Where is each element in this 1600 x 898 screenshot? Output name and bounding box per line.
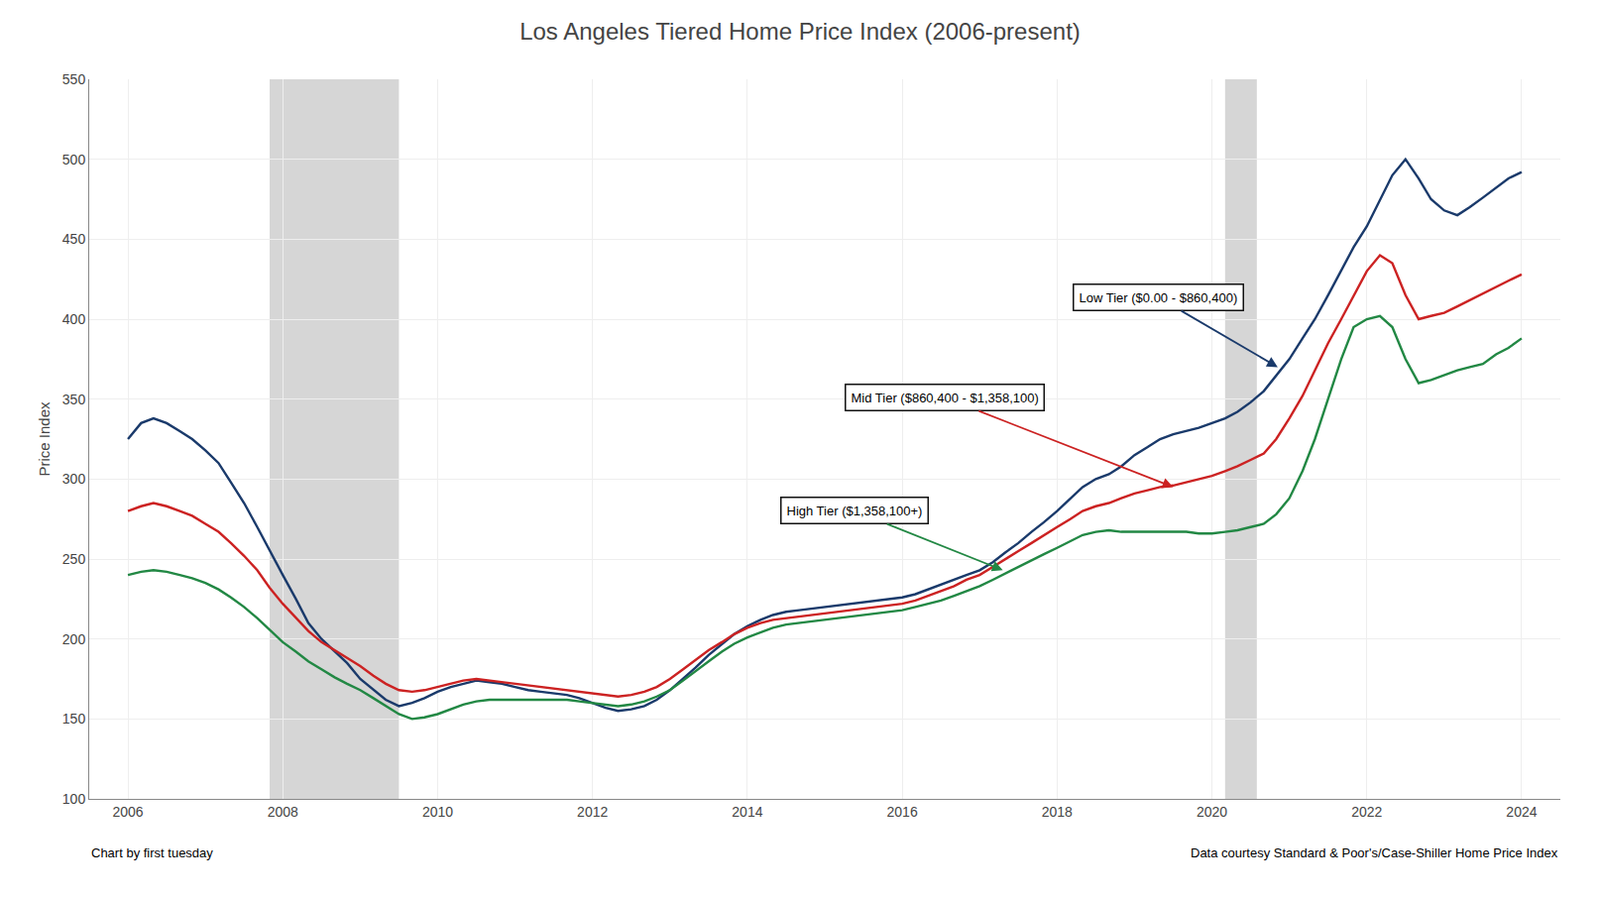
svg-text:100: 100 bbox=[62, 791, 87, 807]
svg-text:Chart by first tuesday: Chart by first tuesday bbox=[91, 845, 214, 861]
svg-text:Low Tier ($0.00 - $860,400): Low Tier ($0.00 - $860,400) bbox=[1079, 290, 1239, 306]
svg-text:High Tier ($1,358,100+): High Tier ($1,358,100+) bbox=[787, 503, 923, 519]
svg-text:450: 450 bbox=[62, 230, 87, 247]
svg-text:250: 250 bbox=[62, 551, 87, 568]
svg-text:Price Index: Price Index bbox=[35, 401, 53, 477]
svg-text:400: 400 bbox=[62, 311, 87, 328]
svg-text:2006: 2006 bbox=[112, 803, 143, 820]
svg-text:2024: 2024 bbox=[1505, 803, 1537, 820]
svg-text:Mid Tier ($860,400 - $1,358,10: Mid Tier ($860,400 - $1,358,100) bbox=[851, 390, 1039, 406]
svg-text:Data courtesy Standard & Poor': Data courtesy Standard & Poor's/Case-Shi… bbox=[1190, 845, 1559, 861]
svg-text:2016: 2016 bbox=[887, 803, 918, 820]
svg-text:300: 300 bbox=[62, 470, 87, 487]
svg-text:500: 500 bbox=[62, 151, 87, 168]
svg-text:2022: 2022 bbox=[1351, 803, 1382, 820]
svg-text:2014: 2014 bbox=[731, 803, 763, 820]
svg-text:350: 350 bbox=[62, 391, 87, 408]
svg-text:550: 550 bbox=[62, 71, 87, 88]
svg-text:2010: 2010 bbox=[422, 803, 454, 820]
svg-text:150: 150 bbox=[62, 710, 87, 727]
svg-text:2018: 2018 bbox=[1041, 803, 1073, 820]
svg-text:2012: 2012 bbox=[576, 803, 608, 820]
svg-text:2008: 2008 bbox=[267, 803, 299, 820]
svg-text:2020: 2020 bbox=[1196, 803, 1228, 820]
svg-text:Los Angeles Tiered Home Price: Los Angeles Tiered Home Price Index (200… bbox=[519, 17, 1081, 45]
svg-text:200: 200 bbox=[62, 631, 87, 648]
